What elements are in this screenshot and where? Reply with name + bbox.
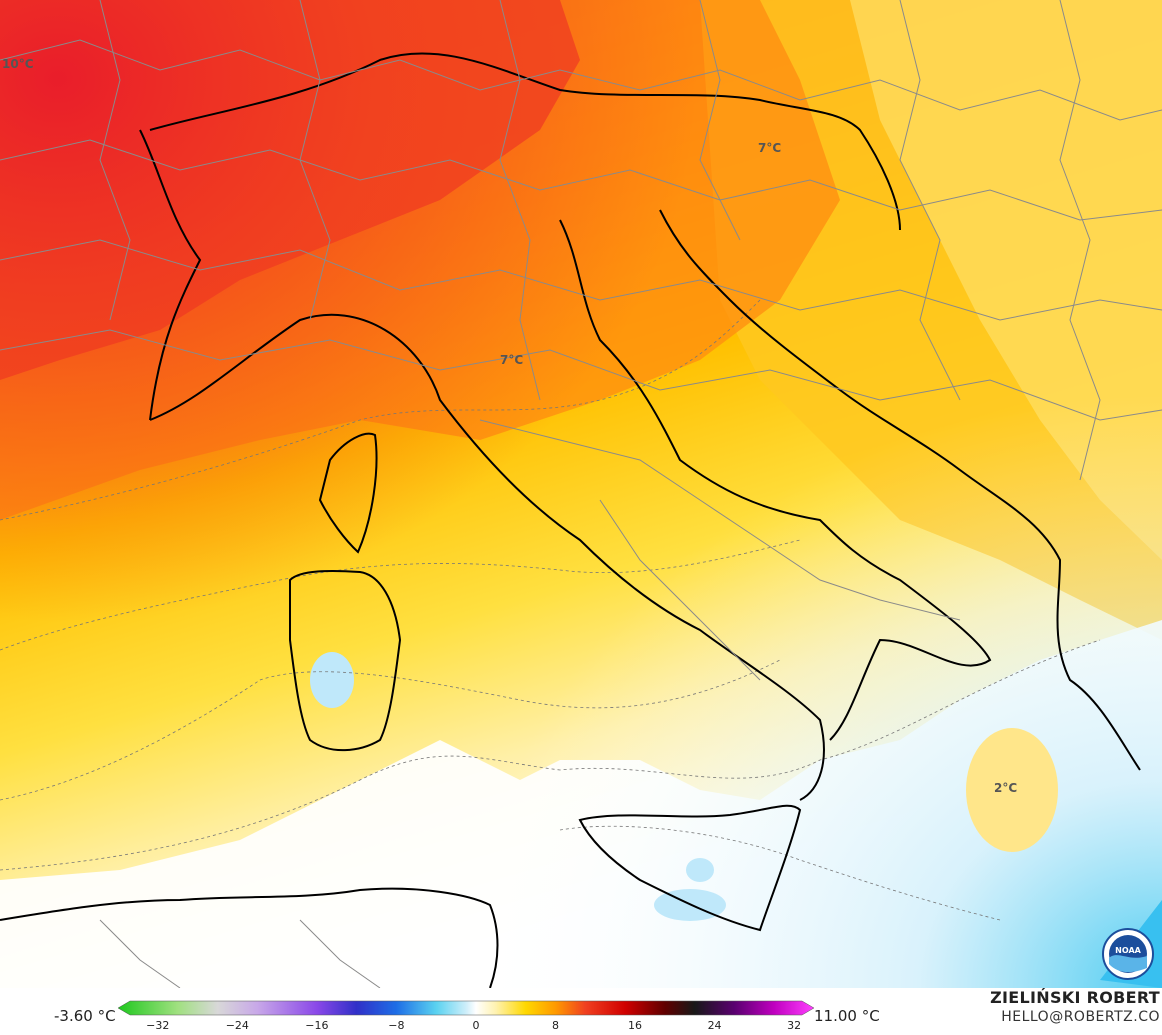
colorbar-tick-label: 24 [707,1019,722,1032]
colorbar-tick-label: −32 [146,1019,170,1032]
credit: ZIELIŃSKI ROBERT HELLO@ROBERTZ.CO [990,988,1160,1025]
noaa-logo-icon: NOAA [1102,928,1154,980]
colorbar-bar [118,1000,814,1016]
label-2c: 2°C [994,781,1017,795]
cold-spot-sicily [686,858,714,882]
cold-spot-sardinia [310,652,354,708]
credit-name: ZIELIŃSKI ROBERT [990,988,1160,1007]
colorbar-tick-label: 16 [628,1019,643,1032]
noaa-logo-text: NOAA [1115,946,1141,955]
colorbar-tick-label: 8 [551,1019,559,1032]
credit-email[interactable]: HELLO@ROBERTZ.CO [1001,1009,1160,1025]
colorbar-tick-label: 0 [472,1019,480,1032]
coastlines [0,52,1141,988]
contour-lines [0,299,1101,921]
label-7c-slovenia: 7°C [758,141,781,155]
legend-min-value: -3.60 °C [54,1007,116,1025]
region-borders [0,0,1162,988]
temperature-map: 10°C 7°C 7°C 2°C [0,0,1162,989]
colorbar-tick-label: −8 [388,1019,405,1032]
colorbar-tick-label: −16 [305,1019,329,1032]
colorbar-tick-label: −24 [225,1019,249,1032]
label-10c: 10°C [2,57,34,71]
label-7c-italy: 7°C [500,353,523,367]
colorbar [118,1000,814,1016]
legend: -3.60 °C −32 −24 −16 −8 0 8 16 24 32 11.00 °C ZI… [0,988,1162,1035]
warm-spot-ionian [966,728,1058,852]
legend-max-value: 11.00 °C [814,1007,880,1025]
colorbar-tick-label: 32 [787,1019,802,1032]
